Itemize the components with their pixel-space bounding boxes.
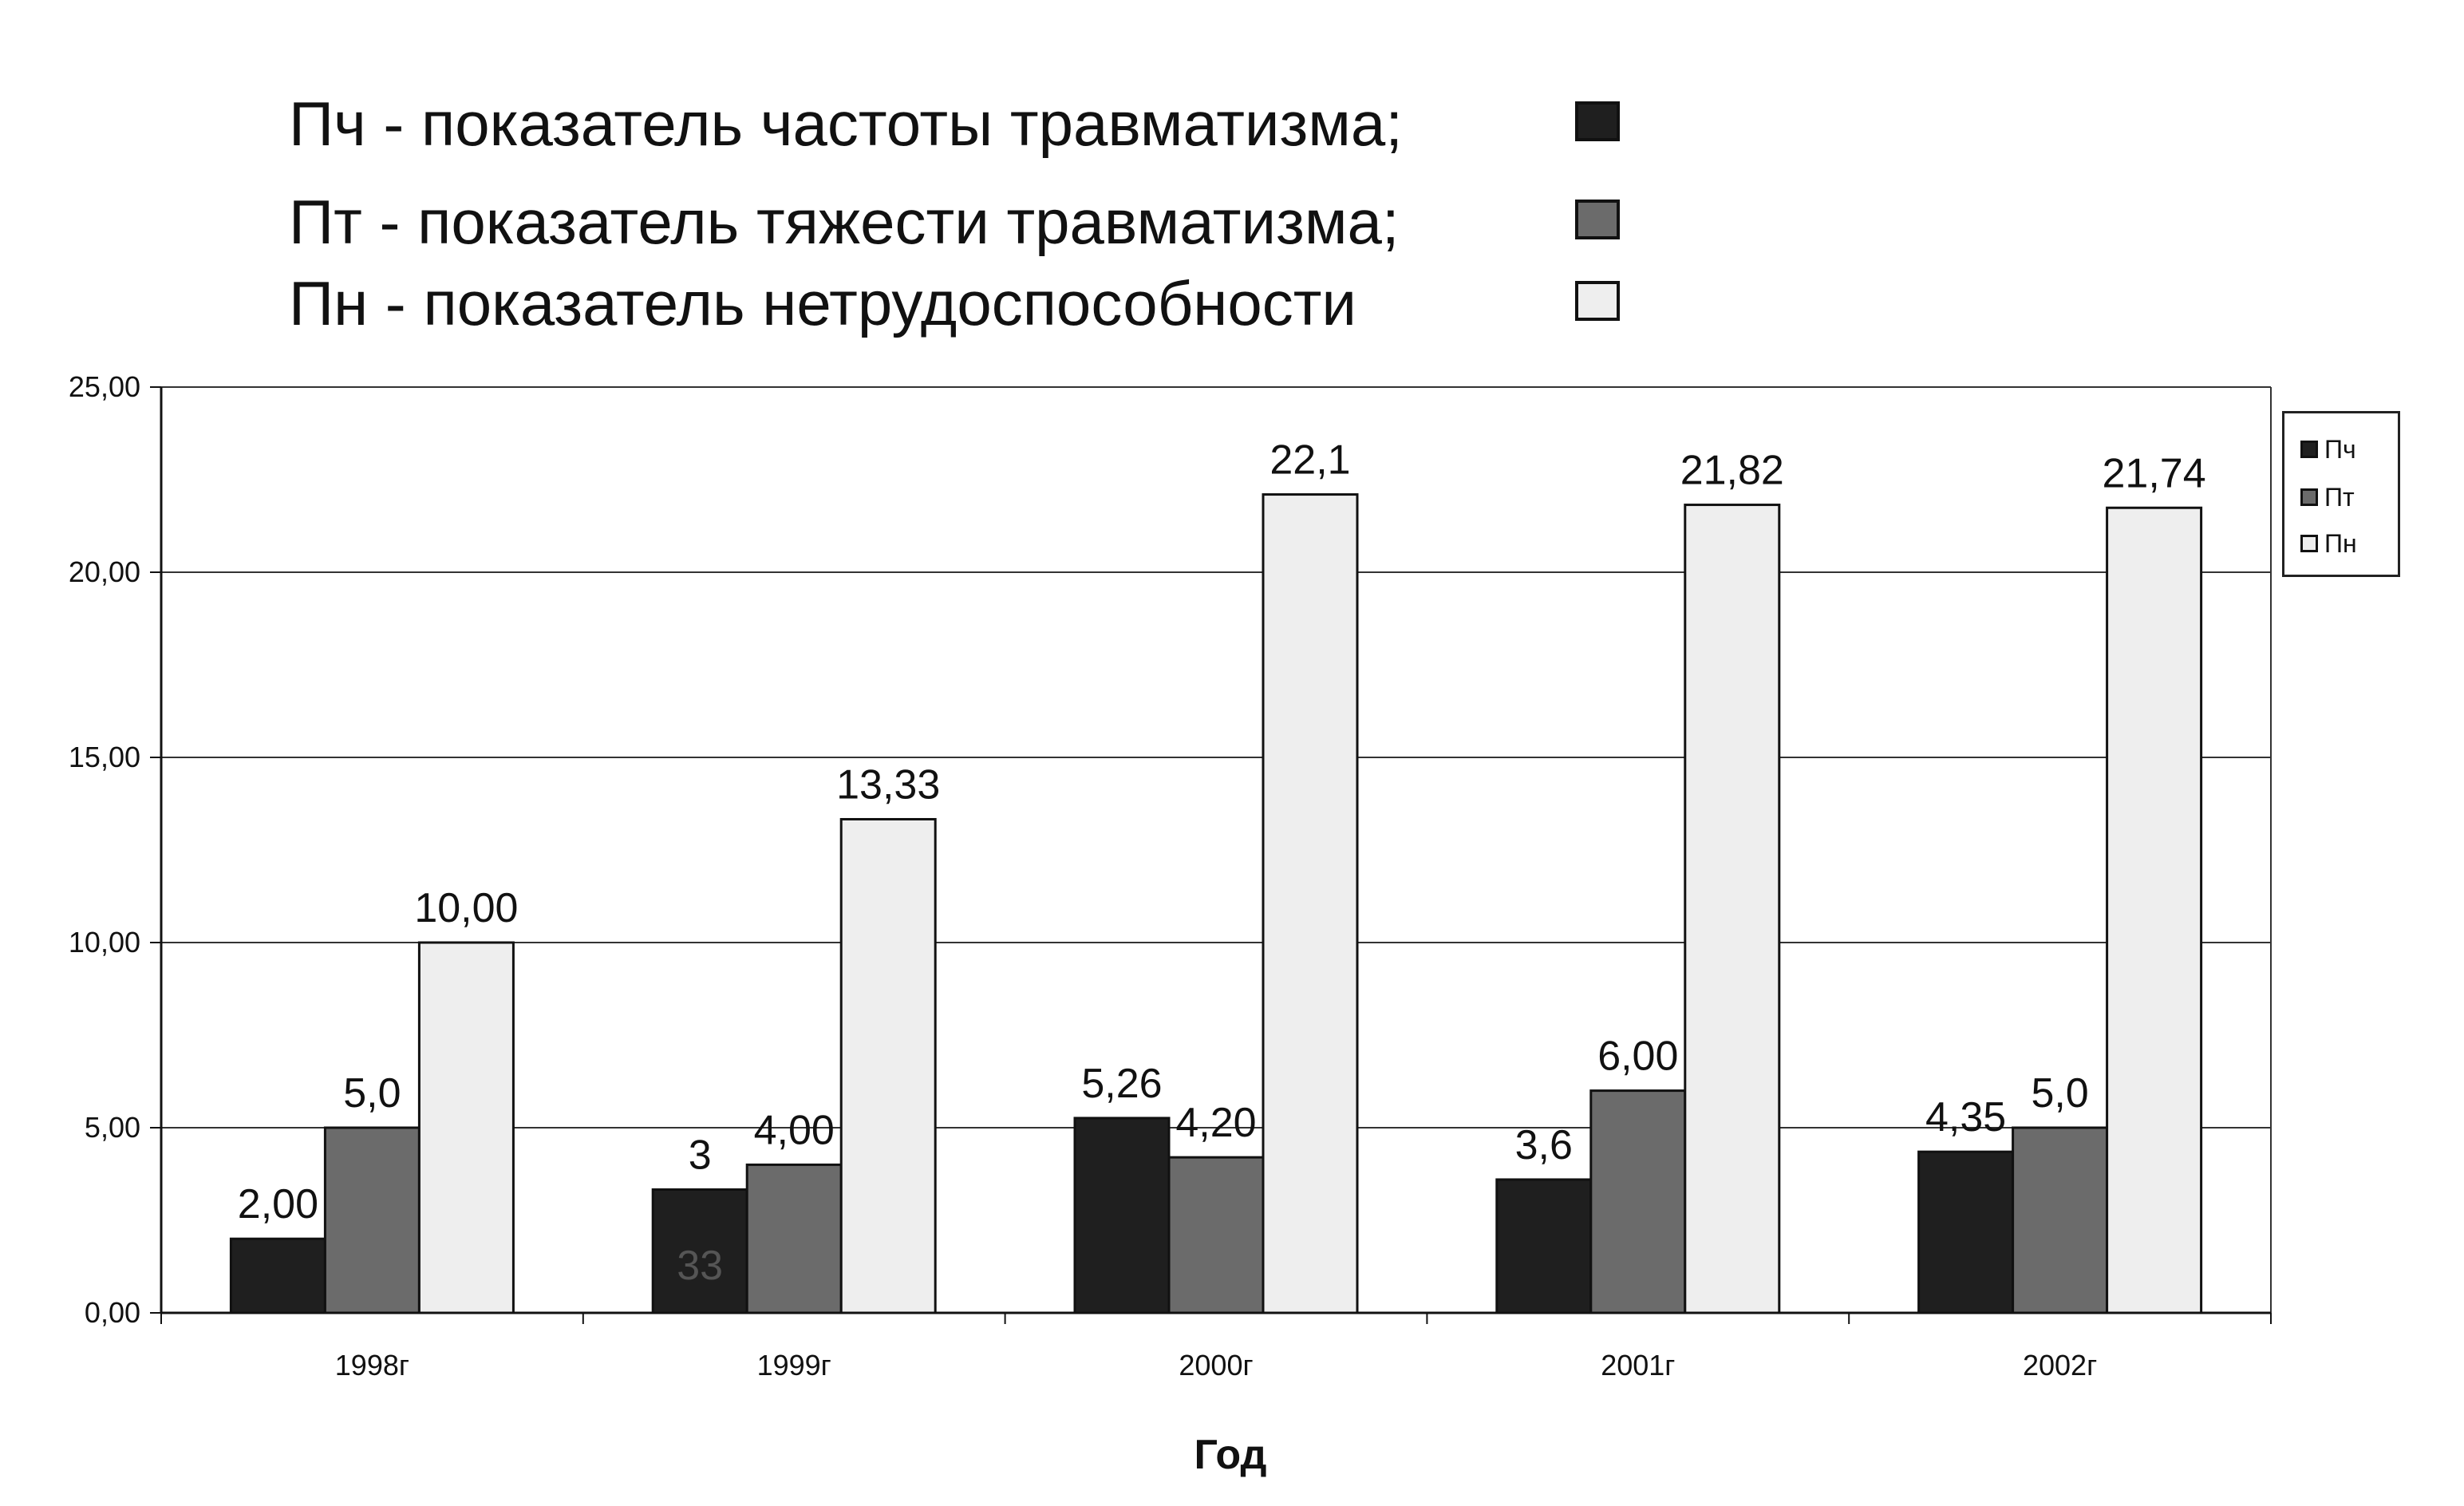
bar — [2106, 506, 2203, 1314]
data-label: 5,0 — [2031, 1070, 2088, 1117]
bar — [1073, 1117, 1171, 1314]
side-legend-label: Пн — [2324, 529, 2357, 558]
y-tick-label: 15,00 — [69, 741, 140, 773]
x-tick-label: 1999г — [757, 1349, 831, 1381]
side-legend-swatch — [2300, 535, 2318, 552]
data-label: 10,00 — [414, 885, 518, 931]
data-label: 5,26 — [1081, 1061, 1162, 1107]
top-legend-swatch — [1575, 101, 1620, 141]
x-tick-label: 2002г — [2023, 1349, 2097, 1381]
x-tick-label: 2001г — [1601, 1349, 1675, 1381]
y-tick-label: 20,00 — [69, 555, 140, 588]
bar — [1917, 1150, 2015, 1314]
top-legend-label: Пч - показатель частоты травматизма; — [289, 89, 1403, 159]
data-label: 3,6 — [1515, 1122, 1573, 1168]
annotation-label: 33 — [677, 1243, 723, 1289]
side-legend-label: Пт — [2324, 483, 2355, 512]
chart-area: 0,00 5,00 10,00 15,00 20,00 25,00 2,00 5,0 10,00… — [0, 351, 2464, 1506]
bar — [745, 1163, 843, 1314]
y-tick-label: 10,00 — [69, 926, 140, 959]
data-label: 6,00 — [1597, 1034, 1678, 1080]
x-tick-label: 1998г — [335, 1349, 409, 1381]
bar — [1495, 1178, 1593, 1314]
y-tick-label: 5,00 — [85, 1111, 140, 1144]
x-axis-title: Год — [1194, 1432, 1267, 1478]
x-tick-label: 2000г — [1179, 1349, 1253, 1381]
bar — [323, 1126, 421, 1314]
side-legend-swatch — [2300, 441, 2318, 458]
data-label: 21,82 — [1680, 448, 1784, 494]
bar — [2012, 1126, 2109, 1314]
bar — [1262, 493, 1359, 1314]
top-legend-label: Пт - показатель тяжести травматизма; — [289, 187, 1400, 257]
data-label: 3 — [689, 1132, 712, 1178]
top-legend-swatch — [1575, 200, 1620, 239]
data-label: 22,1 — [1270, 437, 1350, 484]
bar — [839, 817, 937, 1314]
data-label: 2,00 — [238, 1181, 318, 1227]
bar-chart: 0,00 5,00 10,00 15,00 20,00 25,00 2,00 5,0 10,00… — [69, 370, 2272, 1478]
data-label: 5,0 — [343, 1070, 401, 1117]
bar — [1684, 504, 1781, 1314]
top-legend: Пч - показатель частоты травматизма; Пт … — [0, 0, 2464, 351]
top-legend-swatch — [1575, 281, 1620, 321]
side-legend-label: Пч — [2324, 435, 2356, 464]
data-label: 13,33 — [836, 761, 940, 808]
data-label: 4,00 — [754, 1107, 835, 1153]
bar — [417, 941, 515, 1314]
bar — [1167, 1156, 1265, 1314]
data-label: 21,74 — [2103, 450, 2206, 496]
data-label: 4,35 — [1925, 1094, 2006, 1140]
side-legend: Пч Пт Пн — [2282, 411, 2400, 577]
top-legend-label: Пн - показатель нетрудоспособности — [289, 268, 1356, 338]
bar — [229, 1237, 326, 1314]
y-tick-label: 25,00 — [69, 370, 140, 403]
bar — [1589, 1089, 1687, 1314]
side-legend-swatch — [2300, 488, 2318, 506]
data-label: 4,20 — [1175, 1100, 1256, 1146]
bar — [651, 1188, 748, 1314]
y-tick-label: 0,00 — [85, 1296, 140, 1329]
